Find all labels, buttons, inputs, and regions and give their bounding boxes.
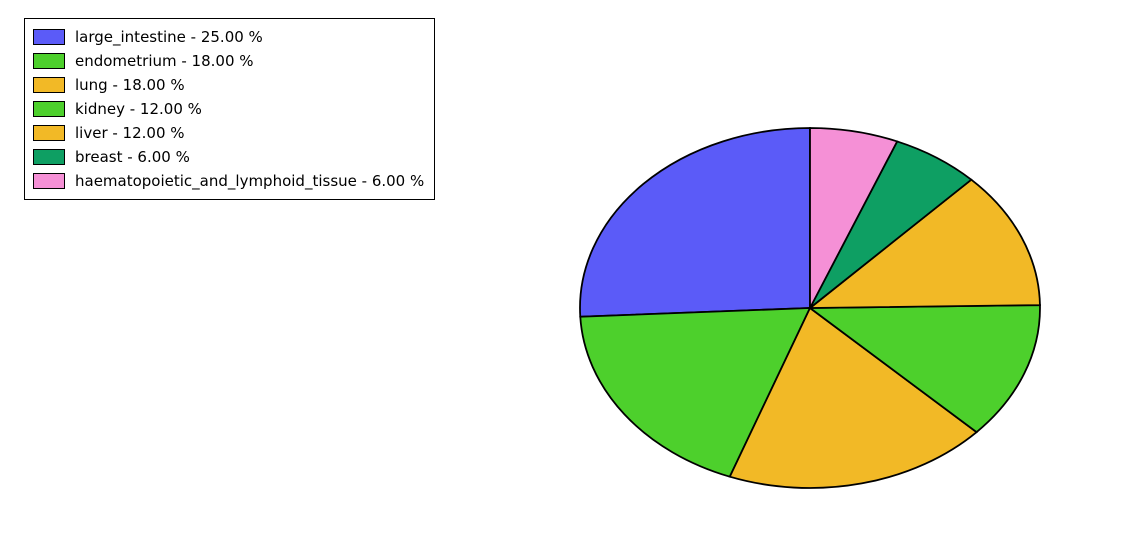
legend-item: endometrium - 18.00 %: [33, 49, 424, 73]
legend-swatch: [33, 53, 65, 69]
pie-slice-large_intestine: [580, 128, 810, 317]
legend-label: haematopoietic_and_lymphoid_tissue - 6.0…: [75, 172, 424, 190]
legend-label: large_intestine - 25.00 %: [75, 28, 263, 46]
legend-item: haematopoietic_and_lymphoid_tissue - 6.0…: [33, 169, 424, 193]
legend-item: breast - 6.00 %: [33, 145, 424, 169]
legend-item: liver - 12.00 %: [33, 121, 424, 145]
legend-swatch: [33, 29, 65, 45]
legend-label: endometrium - 18.00 %: [75, 52, 254, 70]
legend-item: large_intestine - 25.00 %: [33, 25, 424, 49]
pie-svg: [576, 124, 1044, 492]
legend-item: lung - 18.00 %: [33, 73, 424, 97]
legend-label: kidney - 12.00 %: [75, 100, 202, 118]
legend-label: breast - 6.00 %: [75, 148, 190, 166]
legend-swatch: [33, 101, 65, 117]
legend-item: kidney - 12.00 %: [33, 97, 424, 121]
legend-label: liver - 12.00 %: [75, 124, 185, 142]
pie-chart: [576, 124, 1044, 492]
legend-swatch: [33, 77, 65, 93]
legend-box: large_intestine - 25.00 % endometrium - 1…: [24, 18, 435, 200]
legend-swatch: [33, 125, 65, 141]
legend-swatch: [33, 173, 65, 189]
legend-swatch: [33, 149, 65, 165]
legend-label: lung - 18.00 %: [75, 76, 185, 94]
